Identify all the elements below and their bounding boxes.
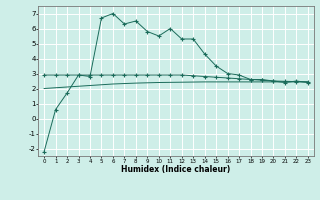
- X-axis label: Humidex (Indice chaleur): Humidex (Indice chaleur): [121, 165, 231, 174]
